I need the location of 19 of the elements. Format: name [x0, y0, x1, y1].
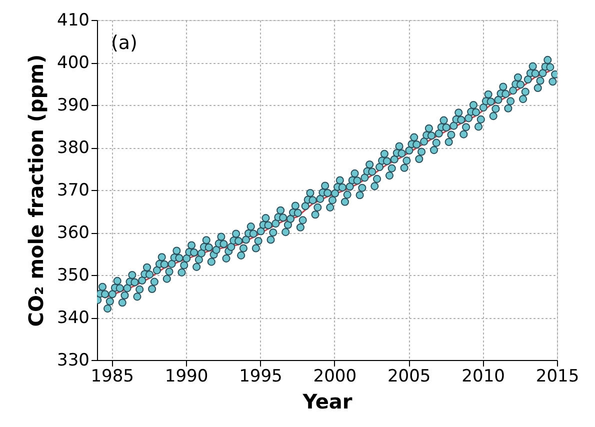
- y-axis-title: CO₂ mole fraction (ppm): [24, 54, 48, 327]
- y-tick-label: 390: [57, 96, 90, 116]
- y-tick-label: 410: [57, 10, 90, 30]
- x-axis-title: Year: [302, 390, 352, 414]
- x-tick-label: 2010: [462, 366, 505, 386]
- x-tick-label: 1990: [164, 366, 208, 386]
- x-tick-label: 1995: [239, 366, 282, 386]
- x-tick-label: 2015: [536, 366, 580, 386]
- y-tick-label: 330: [57, 350, 90, 370]
- y-tick-label: 370: [57, 180, 90, 200]
- annotation: (a): [111, 32, 138, 54]
- x-tick-label: 2000: [313, 366, 357, 386]
- x-tick-label: 1985: [90, 366, 134, 386]
- x-tick-label: 2005: [387, 366, 431, 386]
- y-tick-label: 380: [57, 138, 90, 158]
- y-tick-label: 340: [57, 308, 90, 328]
- y-tick-label: 360: [57, 223, 90, 243]
- y-tick-label: 350: [57, 266, 90, 286]
- y-tick-label: 400: [57, 53, 90, 73]
